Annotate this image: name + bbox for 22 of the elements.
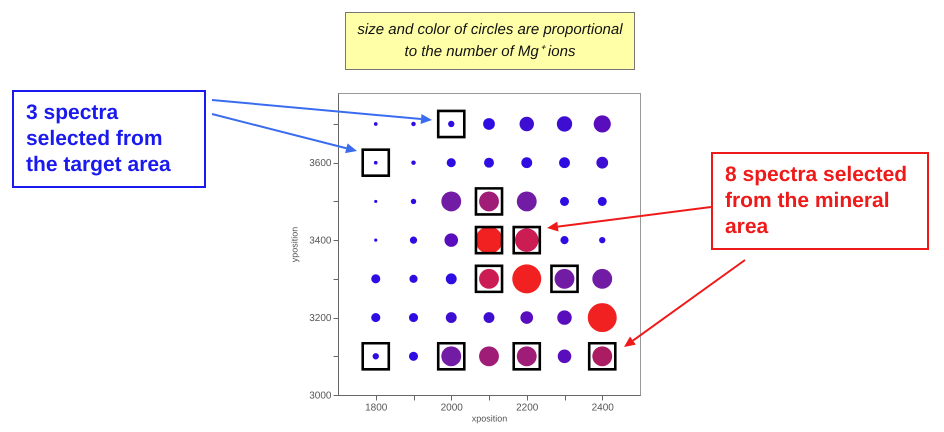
y-tick-label: 3600 xyxy=(309,158,332,170)
point xyxy=(512,342,542,371)
x-tick-label: 2000 xyxy=(440,402,464,414)
y-axis-title: yposition xyxy=(289,226,300,262)
point xyxy=(550,264,579,294)
point xyxy=(474,264,504,294)
text: 8 spectra selected from the mineral area xyxy=(711,152,929,250)
text: 3 spectra selected from the target area xyxy=(12,90,206,188)
y-tick-label: 3000 xyxy=(309,390,332,402)
x-tick-label: 2200 xyxy=(516,402,539,414)
point xyxy=(474,187,504,216)
point xyxy=(436,110,466,138)
x-tick-label: 2400 xyxy=(592,402,614,414)
y-tick-label: 3200 xyxy=(309,313,332,324)
y-tick-label: 3400 xyxy=(309,236,332,247)
point xyxy=(361,148,390,178)
x-tick-label: 1800 xyxy=(365,402,388,414)
point xyxy=(436,342,466,371)
chart-title: size and color of circles are proportional to the number of Mg⁺ ions xyxy=(345,12,635,70)
point xyxy=(361,342,390,371)
x-axis-title: xposition xyxy=(472,414,508,424)
point xyxy=(588,342,617,371)
